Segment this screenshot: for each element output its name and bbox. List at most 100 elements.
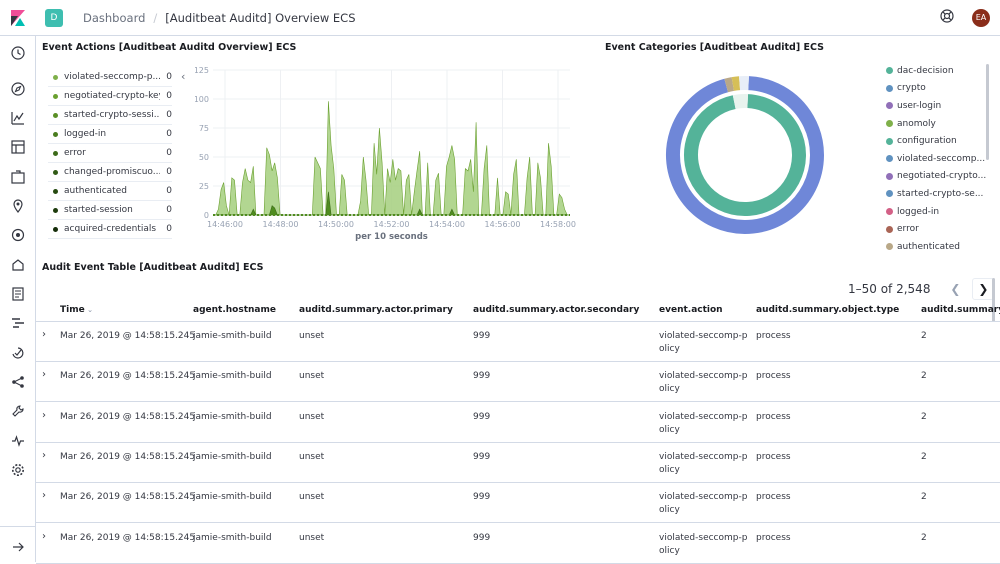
category-legend-item[interactable]: crypto — [886, 80, 986, 98]
legend-dot-icon — [53, 151, 58, 156]
avatar[interactable]: EA — [972, 9, 990, 27]
legend-label: logged-in — [64, 129, 160, 139]
cell-time: Mar 26, 2019 @ 14:58:15.245 — [60, 451, 195, 464]
expand-row-chevron-icon[interactable]: › — [42, 531, 46, 542]
category-legend-label: violated-seccomp... — [897, 154, 985, 164]
space-selector[interactable]: D — [45, 9, 63, 27]
logs-icon[interactable] — [10, 286, 26, 302]
cell-actor-secondary: 999 — [473, 370, 490, 383]
expand-row-chevron-icon[interactable]: › — [42, 369, 46, 380]
cell-event-action-line1: violated-seccomp-p — [659, 330, 747, 343]
discover-compass-icon[interactable] — [10, 81, 26, 97]
col-object-type[interactable]: auditd.summary.object.type — [756, 305, 899, 315]
x-tick-label: 14:46:00 — [207, 220, 243, 229]
col-actor-secondary[interactable]: auditd.summary.actor.secondary — [473, 305, 639, 315]
inner-slice-1[interactable] — [734, 101, 747, 102]
x-axis-label: per 10 seconds — [355, 232, 428, 242]
category-legend-item[interactable]: logged-in — [886, 203, 986, 221]
y-tick-label: 25 — [199, 182, 209, 191]
legend-dot-icon — [886, 138, 893, 145]
expand-row-chevron-icon[interactable]: › — [42, 410, 46, 421]
cell-summary: 2 — [921, 330, 927, 343]
visualize-chart-icon[interactable] — [10, 110, 26, 126]
col-hostname[interactable]: agent.hostname — [193, 305, 276, 315]
col-actor-primary[interactable]: auditd.summary.actor.primary — [299, 305, 453, 315]
y-tick-label: 50 — [199, 153, 209, 162]
category-legend-item[interactable]: anomoly — [886, 115, 986, 133]
legend-label: negotiated-crypto-key — [64, 91, 160, 101]
cell-actor-primary: unset — [299, 491, 324, 504]
event-categories-title: Event Categories [Auditbeat Auditd] ECS — [605, 42, 824, 53]
category-legend-item[interactable]: configuration — [886, 132, 986, 150]
legend-row[interactable]: violated-seccomp-p...0 — [48, 68, 172, 87]
inner-slice-0[interactable] — [691, 101, 799, 209]
monitoring-icon[interactable] — [10, 433, 26, 449]
legend-count: 0 — [160, 205, 172, 215]
cell-event-action-line2: olicy — [659, 545, 747, 558]
maps-icon[interactable] — [10, 198, 26, 214]
uptime-icon[interactable] — [10, 345, 26, 361]
outer-slice-1[interactable] — [726, 84, 733, 85]
cell-summary: 2 — [921, 532, 927, 545]
col-time[interactable]: Time ⌄ — [60, 305, 93, 315]
cell-object-type: process — [756, 451, 791, 464]
legend-count: 0 — [160, 186, 172, 196]
recent-clock-icon[interactable] — [10, 45, 26, 61]
prev-page-button[interactable]: ❮ — [944, 278, 966, 300]
legend-scrollbar[interactable] — [986, 64, 989, 160]
legend-row[interactable]: changed-promiscuo...0 — [48, 163, 172, 182]
apm-icon[interactable] — [10, 315, 26, 331]
cell-time: Mar 26, 2019 @ 14:58:15.245 — [60, 330, 195, 343]
cell-event-action-line2: olicy — [659, 504, 747, 517]
legend-label: changed-promiscuo... — [64, 167, 160, 177]
breadcrumb-dashboard[interactable]: Dashboard — [83, 11, 145, 25]
legend-dot-icon — [53, 227, 58, 232]
canvas-icon[interactable] — [10, 169, 26, 185]
category-legend-item[interactable]: error — [886, 220, 986, 238]
cell-time: Mar 26, 2019 @ 14:58:15.245 — [60, 411, 195, 424]
event-actions-title: Event Actions [Auditbeat Auditd Overview… — [42, 42, 296, 53]
category-legend-item[interactable]: user-login — [886, 97, 986, 115]
graph-icon[interactable] — [10, 374, 26, 390]
category-legend-item[interactable]: violated-seccomp... — [886, 150, 986, 168]
expand-row-chevron-icon[interactable]: › — [42, 490, 46, 501]
category-legend-item[interactable]: authenticated — [886, 238, 986, 256]
col-summary[interactable]: auditd.summary — [921, 305, 1000, 315]
category-legend-item[interactable]: started-crypto-se... — [886, 185, 986, 203]
dashboard-icon[interactable] — [10, 139, 26, 155]
category-legend-label: started-crypto-se... — [897, 189, 983, 199]
kibana-logo-icon[interactable] — [0, 0, 36, 36]
expand-arrow-icon[interactable] — [10, 539, 26, 555]
help-icon[interactable] — [940, 8, 954, 27]
legend-collapse-icon[interactable]: ‹ — [181, 70, 185, 83]
legend-row[interactable]: started-crypto-sessi...0 — [48, 106, 172, 125]
audit-table-title: Audit Event Table [Auditbeat Auditd] ECS — [42, 262, 263, 273]
expand-row-chevron-icon[interactable]: › — [42, 329, 46, 340]
pagination-count: 1–50 of 2,548 — [848, 282, 930, 296]
expand-row-chevron-icon[interactable]: › — [42, 450, 46, 461]
outer-slice-2[interactable] — [733, 83, 740, 84]
infrastructure-icon[interactable] — [10, 257, 26, 273]
category-legend-item[interactable]: negotiated-crypto... — [886, 168, 986, 186]
col-event-action[interactable]: event.action — [659, 305, 723, 315]
dev-tools-icon[interactable] — [10, 403, 26, 419]
ml-icon[interactable] — [10, 227, 26, 243]
category-legend-item[interactable]: dac-decision — [886, 62, 986, 80]
cell-event-action-line1: violated-seccomp-p — [659, 532, 747, 545]
category-legend-label: authenticated — [897, 242, 960, 252]
management-gear-icon[interactable] — [10, 462, 26, 478]
